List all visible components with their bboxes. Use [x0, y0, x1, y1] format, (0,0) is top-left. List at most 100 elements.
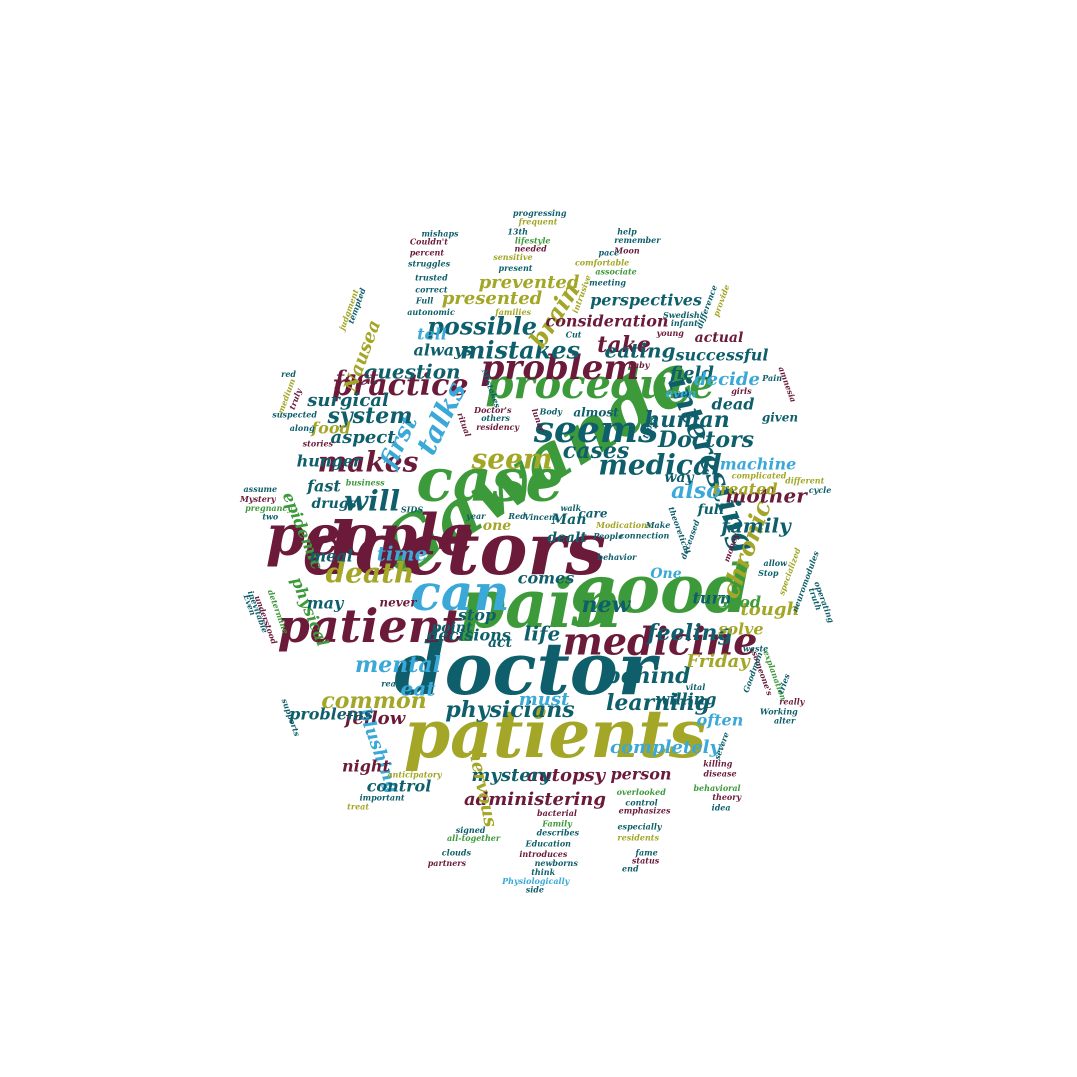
word-vincent: Vincent [524, 512, 559, 522]
word-disease: disease [704, 769, 737, 779]
word-behavioral: behavioral [693, 783, 740, 793]
word-all-together: all-together [447, 833, 501, 843]
word-problems: problems [289, 705, 373, 724]
word-food: food [310, 419, 350, 438]
word-walk: walk [560, 503, 581, 513]
word-seem: seem [470, 443, 552, 476]
word-overlooked: overlooked [617, 787, 667, 797]
word-even: even [666, 387, 697, 401]
word-comes: comes [518, 569, 575, 588]
word-prevented: prevented [479, 272, 580, 293]
word-fellow: fellow [343, 708, 407, 729]
word-percent: percent [410, 248, 445, 258]
word-behavior: behavior [597, 552, 637, 562]
word-meal: meal [309, 547, 353, 566]
word-education: Education [525, 839, 572, 849]
word-doctors: Doctors [657, 427, 754, 453]
word-present: present [499, 263, 533, 273]
word-pregnancy: pregnancy [245, 503, 293, 513]
word-others: others [481, 413, 510, 423]
word-hunger: hunger [297, 452, 363, 471]
word-emphasizes: emphasizes [619, 806, 671, 816]
word-ritual: ritual [455, 411, 473, 438]
word-mystery: Mystery [239, 494, 277, 504]
word-frequent: frequent [518, 217, 558, 227]
word-almost: almost [573, 406, 619, 420]
word-surgical: surgical [306, 390, 389, 411]
word-time: time [377, 542, 428, 566]
word-autopsy: autopsy [527, 765, 607, 786]
word-tell: tell [417, 325, 447, 344]
word-medicine: medicine [563, 619, 758, 664]
word-may: may [307, 594, 345, 613]
word-practice: practice [331, 368, 468, 403]
word-stop: Stop [758, 568, 779, 578]
word-anticipatory: anticipatory [387, 769, 443, 779]
word-always: always [414, 341, 473, 360]
word-along: along [290, 423, 315, 433]
word-year: year [465, 511, 486, 521]
word-suspected: suspected [272, 410, 317, 420]
word-two: two [262, 511, 279, 521]
word-different: different [785, 475, 824, 485]
word-behind: behind [605, 663, 690, 689]
word-trusted: trusted [415, 273, 448, 283]
word-perspectives: perspectives [590, 291, 702, 310]
word-people: People [592, 531, 623, 541]
word-cycle: cycle [809, 485, 832, 495]
word-common: common [321, 688, 426, 714]
word-allow: allow [764, 558, 789, 568]
word-fast: fast [306, 477, 341, 496]
word-partners: partners [428, 858, 467, 868]
word-clouds: clouds [442, 848, 472, 858]
word-mishaps: mishaps [421, 229, 459, 239]
word-modications: Modications [595, 520, 652, 530]
word-autonomic: autonomic [407, 307, 455, 317]
word-never: never [379, 596, 418, 610]
word-treat: treat [347, 802, 369, 812]
word-possible: possible [427, 312, 537, 341]
word-human: human [644, 407, 730, 433]
word-physiologically: Physiologically [501, 876, 571, 886]
word-really: really [779, 697, 806, 707]
word-help: help [617, 227, 637, 237]
word-especially: especially [617, 821, 662, 831]
word-point: point [431, 620, 473, 636]
word-couldn-t: Couldn't [410, 237, 448, 247]
word-machine: machine [720, 455, 797, 474]
word-feeling: feeling [645, 620, 733, 646]
word-pain: pain [459, 565, 621, 643]
word-business: business [346, 478, 385, 488]
word-field: field [668, 363, 714, 384]
word-sensitive: sensitive [493, 252, 532, 262]
word-moon: Moon [613, 246, 640, 256]
word-case: case [416, 446, 563, 516]
word-doctor: doctor [394, 626, 660, 711]
word-decide: decide [694, 369, 760, 390]
word-families: families [494, 307, 531, 317]
word-doctor-s: Doctor's [473, 405, 512, 415]
word-new: new [582, 592, 632, 618]
word-lifestyle: lifestyle [515, 236, 551, 246]
word-progressing: progressing [513, 208, 567, 218]
word-also: also [671, 478, 721, 504]
word-mother: mother [725, 484, 808, 508]
word-end: end [622, 863, 639, 873]
word-describes: describes [537, 828, 580, 838]
word-stories: stories [303, 438, 334, 448]
word-physicians: physicians [445, 697, 574, 723]
word-complicated: complicated [732, 470, 787, 480]
word-working: Working [760, 707, 798, 717]
word-actual: actual [695, 330, 744, 346]
word-cases: cases [563, 438, 629, 464]
word-procedure: procedure [485, 361, 714, 408]
word-residency: residency [476, 422, 520, 432]
word-vital: vital [686, 682, 706, 692]
word-patient: patient [278, 599, 463, 653]
word-learning: learning [606, 690, 710, 716]
word-girls: girls [731, 386, 752, 396]
word-life: life [524, 622, 561, 646]
word-will: will [344, 485, 400, 518]
word-sids: SIDS [401, 504, 423, 514]
word-person: person [610, 765, 671, 784]
